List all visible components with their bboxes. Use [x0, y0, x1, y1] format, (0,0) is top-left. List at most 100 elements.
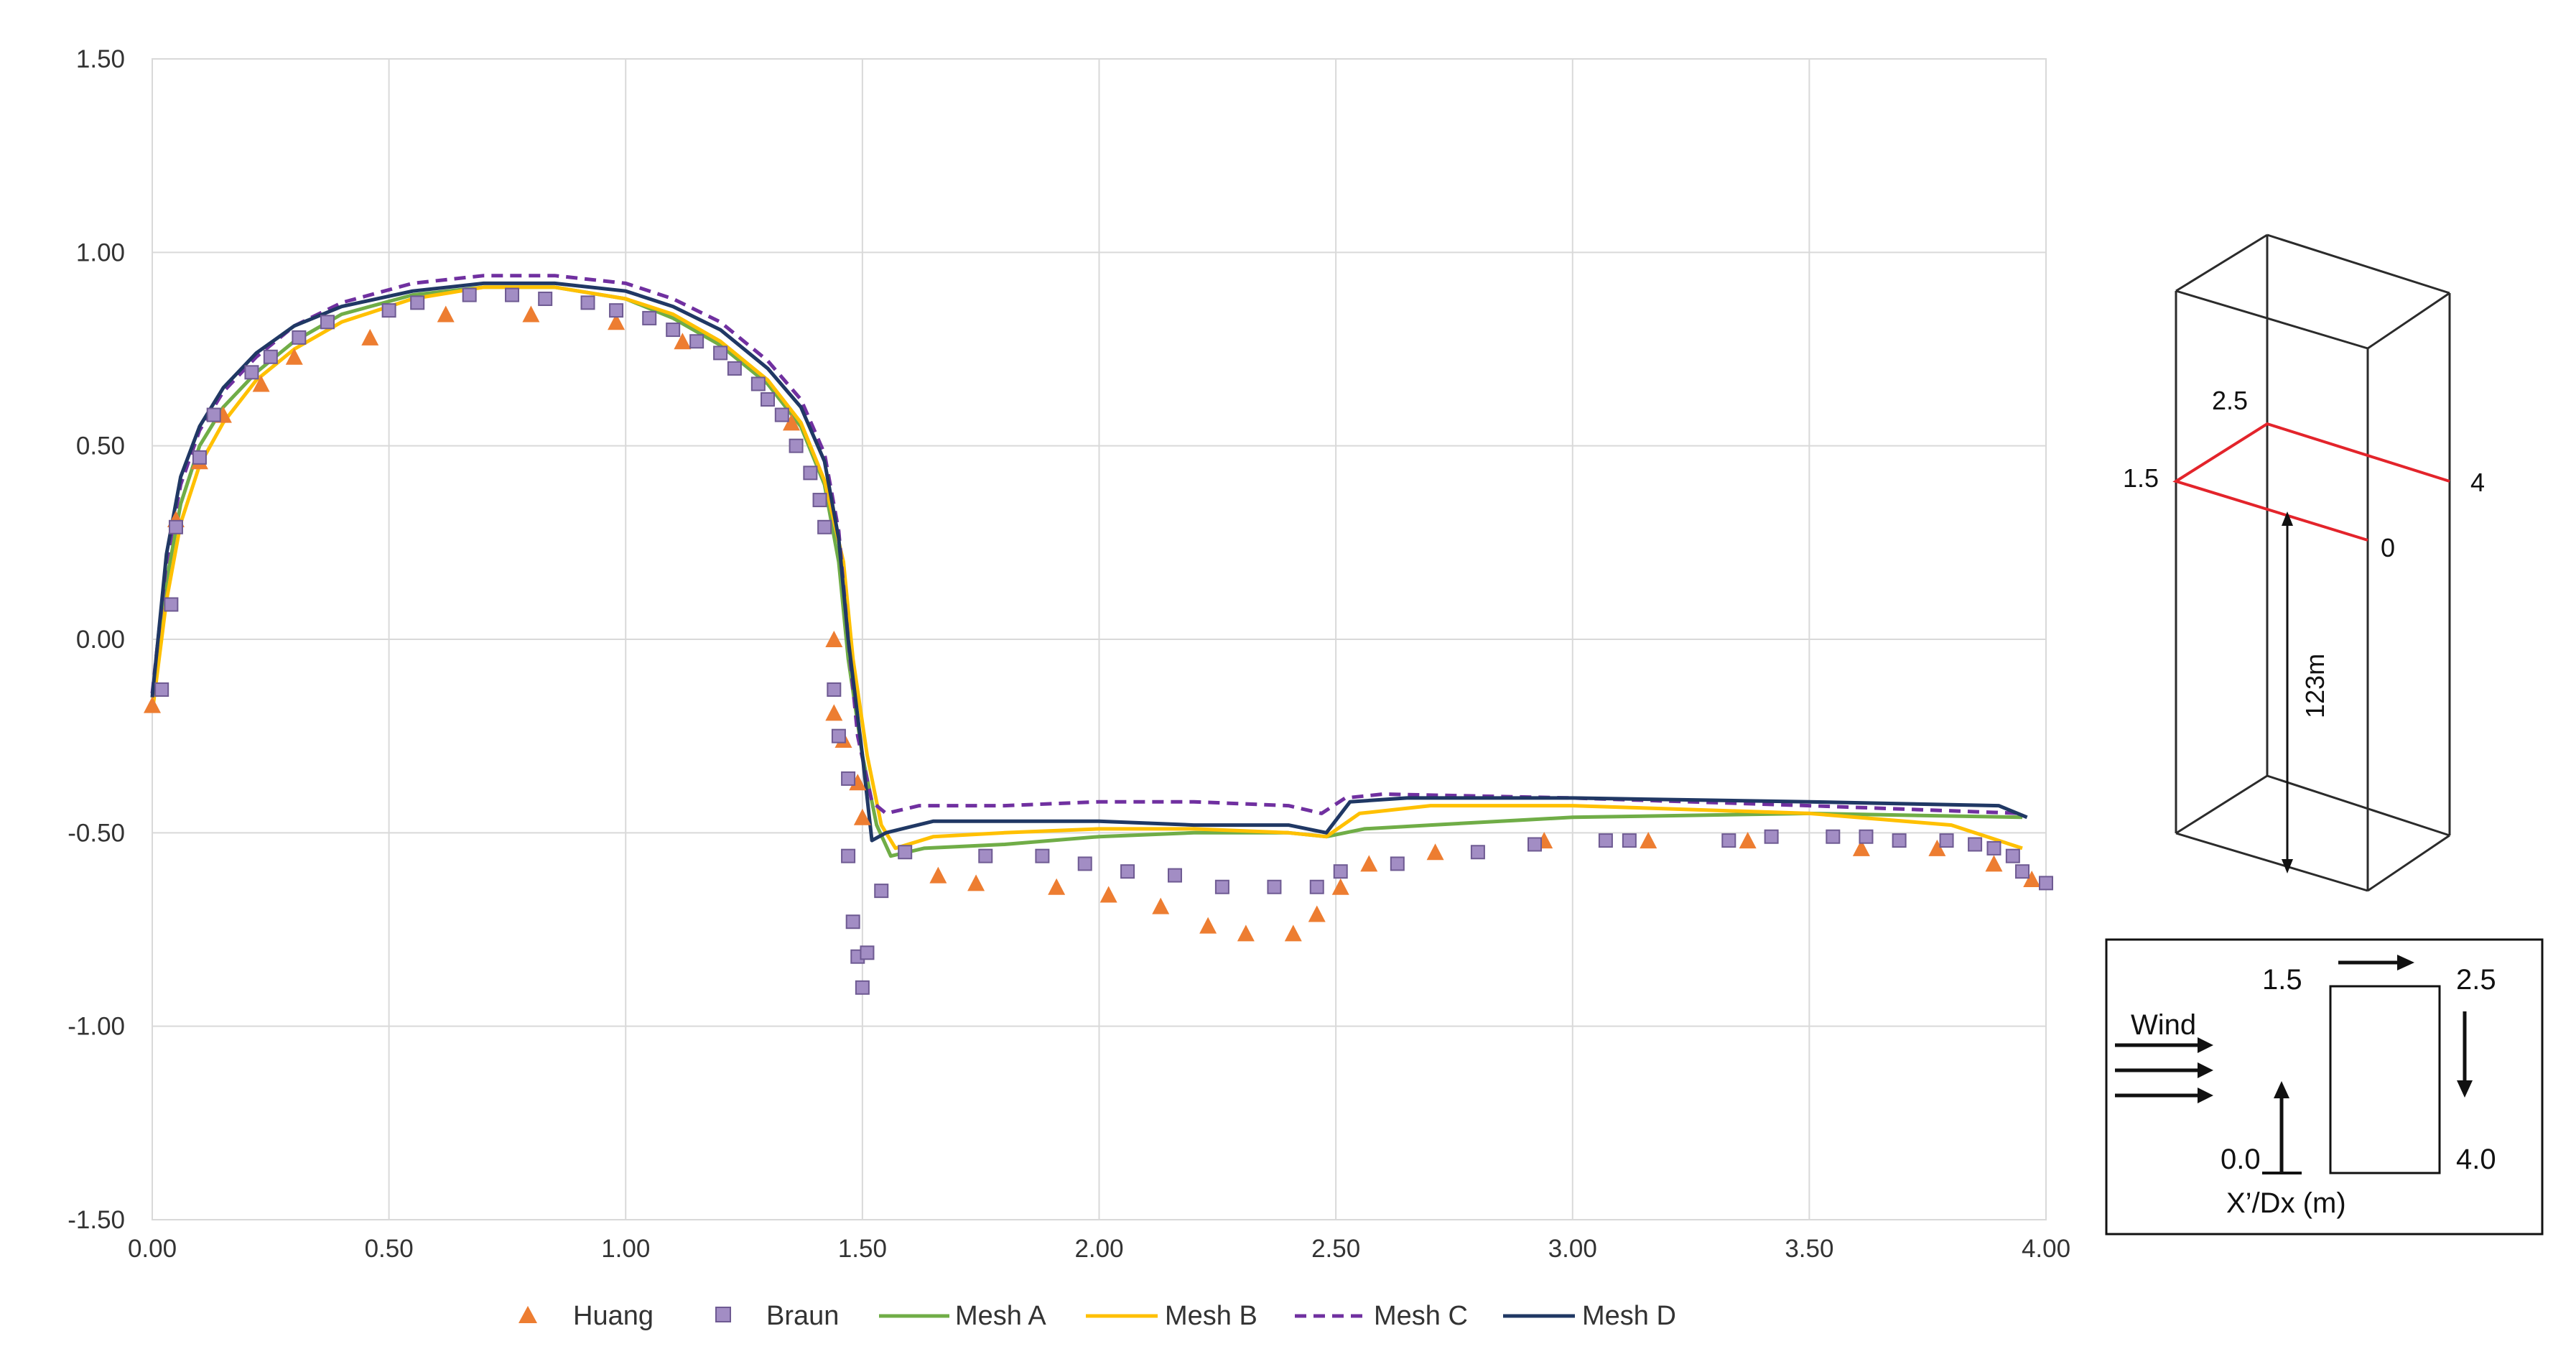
- legend-mesh-a-label: Mesh A: [955, 1301, 1046, 1331]
- point-braun: [874, 884, 889, 899]
- point-braun: [462, 287, 477, 302]
- x-tick-labels: 0.00 0.50 1.00 1.50 2.00 2.50 3.00 3.50 4.00: [128, 1235, 2070, 1263]
- point-braun: [292, 330, 307, 345]
- point-braun: [1470, 845, 1485, 860]
- point-huang: [1048, 878, 1066, 895]
- point-braun: [1939, 833, 1954, 848]
- point-braun: [978, 848, 993, 863]
- legend-mesh-d-label: Mesh D: [1582, 1301, 1676, 1331]
- y-tick-label: -1.50: [68, 1206, 125, 1234]
- point-braun: [1986, 840, 2001, 856]
- y-tick-label: 1.00: [76, 238, 125, 266]
- x-tick-label: 3.50: [1785, 1235, 1833, 1263]
- legend-item-mesh-a: Mesh A: [879, 1301, 1046, 1331]
- legend-huang-symbol: [519, 1306, 537, 1323]
- point-braun: [410, 295, 425, 310]
- point-huang: [782, 414, 800, 431]
- point-huang: [608, 313, 626, 330]
- point-huang: [825, 704, 843, 721]
- height-arrow-bottom-icon: [2282, 859, 2293, 873]
- diagram-label-0: 0: [2381, 533, 2395, 562]
- point-braun: [1120, 864, 1135, 879]
- gridlines: [152, 58, 2047, 1220]
- x-tick-label: 4.00: [2022, 1235, 2070, 1263]
- point-braun: [168, 519, 183, 534]
- edge-bottom-front-right: [2367, 834, 2450, 892]
- building-3d-diagram: [2172, 233, 2451, 892]
- point-huang: [285, 348, 303, 365]
- point-huang: [825, 631, 843, 647]
- x-tick-label: 0.50: [365, 1235, 414, 1263]
- point-braun: [642, 310, 657, 325]
- point-braun: [320, 315, 335, 330]
- point-braun: [713, 346, 728, 361]
- y-tick-labels: 1.50 1.00 0.50 0.00 -0.50 -1.00 -1.50: [68, 45, 125, 1234]
- point-braun: [154, 682, 169, 697]
- point-braun: [1598, 833, 1613, 848]
- wind-arrow-head-1-icon: [2198, 1037, 2213, 1053]
- point-braun: [1826, 829, 1841, 844]
- y-tick-label: 0.00: [76, 626, 125, 654]
- point-huang: [144, 696, 161, 713]
- point-huang: [1928, 839, 1946, 856]
- point-braun: [1859, 829, 1874, 844]
- y-tick-label: 1.50: [76, 45, 125, 73]
- diagram-label-4: 4: [2470, 468, 2485, 497]
- point-braun: [727, 361, 742, 376]
- height-arrow-top-icon: [2282, 511, 2293, 526]
- point-huang: [967, 874, 985, 891]
- edge-top-front-right: [2367, 292, 2450, 350]
- plan-building: [2329, 985, 2441, 1174]
- edge-top-back-right: [2266, 233, 2450, 295]
- legend-mesh-c-label: Mesh C: [1374, 1301, 1468, 1331]
- point-braun: [381, 303, 396, 318]
- point-braun: [192, 450, 207, 465]
- point-braun: [244, 365, 259, 380]
- series-line-mesh-d: [150, 281, 2028, 843]
- point-huang: [1985, 855, 2003, 872]
- point-braun: [206, 407, 221, 422]
- edge-bottom-back-left: [2175, 774, 2268, 835]
- point-huang: [522, 305, 540, 323]
- wind-arrow-head-2-icon: [2198, 1062, 2213, 1078]
- point-braun: [845, 914, 860, 930]
- point-braun: [1622, 833, 1637, 848]
- point-braun: [860, 945, 875, 960]
- y-tick-label: 0.50: [76, 432, 125, 460]
- point-braun: [1528, 837, 1543, 852]
- point-huang: [853, 808, 871, 825]
- point-braun: [1077, 856, 1092, 871]
- point-braun: [841, 771, 856, 786]
- point-braun: [609, 303, 624, 318]
- point-braun: [2015, 864, 2030, 879]
- point-huang: [674, 333, 692, 350]
- point-huang: [1199, 917, 1217, 934]
- x-tick-label: 2.50: [1311, 1235, 1360, 1263]
- x-tick-label: 2.00: [1074, 1235, 1123, 1263]
- point-huang: [1237, 924, 1255, 942]
- point-braun: [761, 392, 776, 407]
- point-braun: [164, 597, 179, 612]
- diagram-label-height: 123m: [2300, 654, 2330, 718]
- path-arrow-right-head-icon: [2457, 1080, 2473, 1098]
- x-tick-label: 3.00: [1548, 1235, 1597, 1263]
- point-huang: [849, 774, 867, 791]
- x-tick-label: 1.00: [601, 1235, 650, 1263]
- plan-corner-4-0: 4.0: [2456, 1144, 2496, 1175]
- point-braun: [1333, 864, 1348, 879]
- point-braun: [774, 407, 789, 422]
- point-huang: [1640, 832, 1657, 849]
- point-huang: [929, 866, 947, 884]
- point-braun: [538, 291, 553, 306]
- point-braun: [689, 334, 705, 349]
- series-markers: [144, 287, 2053, 995]
- plan-axis-label: X’/Dx (m): [2226, 1187, 2346, 1219]
- plan-view-diagram: [2105, 938, 2544, 1236]
- point-braun: [1892, 833, 1907, 848]
- legend-item-mesh-b: Mesh B: [1086, 1301, 1257, 1331]
- point-huang: [252, 375, 270, 392]
- measurement-path-red: [2172, 422, 2450, 542]
- point-braun: [831, 728, 846, 743]
- point-huang: [1308, 905, 1326, 922]
